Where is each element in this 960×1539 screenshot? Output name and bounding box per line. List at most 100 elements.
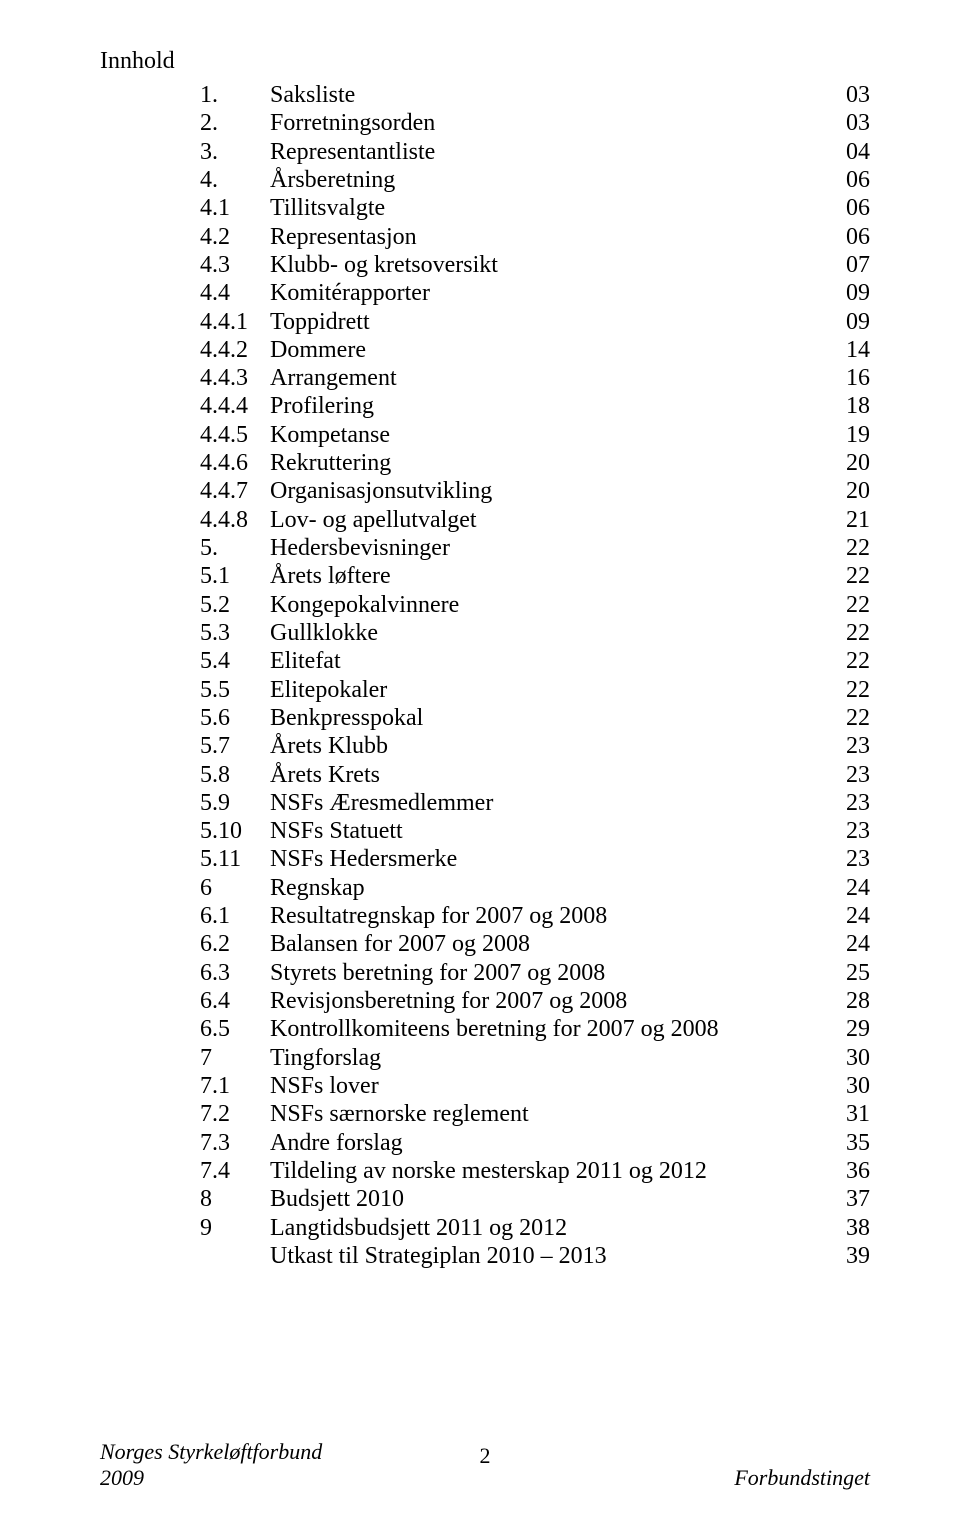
toc-row: 4.4.1Toppidrett09 — [200, 308, 870, 336]
toc-number: 5.11 — [200, 845, 270, 873]
toc-row: 9Langtidsbudsjett 2011 og 201238 — [200, 1214, 870, 1242]
toc-page: 24 — [810, 902, 870, 930]
toc-label: Forretningsorden — [270, 109, 810, 137]
toc-number: 1. — [200, 81, 270, 109]
toc-label: Tillitsvalgte — [270, 194, 810, 222]
toc-number: 4.1 — [200, 194, 270, 222]
toc-label: Elitepokaler — [270, 676, 810, 704]
footer-year: 2009 — [100, 1465, 322, 1491]
toc-page: 38 — [810, 1214, 870, 1242]
toc-label: Regnskap — [270, 874, 810, 902]
toc-page: 03 — [810, 81, 870, 109]
toc-number: 4.4.2 — [200, 336, 270, 364]
toc-page: 22 — [810, 676, 870, 704]
toc-row: 4.4.8Lov- og apellutvalget21 — [200, 506, 870, 534]
toc-page: 23 — [810, 732, 870, 760]
page-footer: Norges Styrkeløftforbund 2009 2 Forbunds… — [100, 1439, 870, 1491]
toc-page: 19 — [810, 421, 870, 449]
toc-page: 28 — [810, 987, 870, 1015]
toc-row: 5.1Årets løftere22 — [200, 562, 870, 590]
toc-page: 18 — [810, 392, 870, 420]
toc-number: 6 — [200, 874, 270, 902]
toc-label: Årets løftere — [270, 562, 810, 590]
toc-number: 8 — [200, 1185, 270, 1213]
toc-row: 7Tingforslag30 — [200, 1044, 870, 1072]
toc-row: 6.3Styrets beretning for 2007 og 200825 — [200, 959, 870, 987]
toc-row: 4.4.3Arrangement16 — [200, 364, 870, 392]
toc-page: 30 — [810, 1044, 870, 1072]
toc-row: 4.4.4Profilering18 — [200, 392, 870, 420]
toc-page: 31 — [810, 1100, 870, 1128]
toc-number: 2. — [200, 109, 270, 137]
toc-label: Tildeling av norske mesterskap 2011 og 2… — [270, 1157, 810, 1185]
toc-label: Andre forslag — [270, 1129, 810, 1157]
toc-page: 36 — [810, 1157, 870, 1185]
toc-number: 4.4.1 — [200, 308, 270, 336]
toc-label: NSFs særnorske reglement — [270, 1100, 810, 1128]
toc-number: 5.2 — [200, 591, 270, 619]
toc-number: 3. — [200, 138, 270, 166]
toc-row: 7.1NSFs lover30 — [200, 1072, 870, 1100]
toc-row: 5.6Benkpresspokal22 — [200, 704, 870, 732]
toc-row: 4.4.7Organisasjonsutvikling20 — [200, 477, 870, 505]
toc-number: 4.4.5 — [200, 421, 270, 449]
toc-number: 6.1 — [200, 902, 270, 930]
toc-row: 6.1Resultatregnskap for 2007 og 200824 — [200, 902, 870, 930]
toc-number: 5.7 — [200, 732, 270, 760]
toc-row: 5.4Elitefat22 — [200, 647, 870, 675]
toc-page: 04 — [810, 138, 870, 166]
toc-page: 16 — [810, 364, 870, 392]
toc-row: 3.Representantliste04 — [200, 138, 870, 166]
toc-page: 22 — [810, 704, 870, 732]
toc-label: Tingforslag — [270, 1044, 810, 1072]
toc-page: 22 — [810, 619, 870, 647]
toc-row: 7.4Tildeling av norske mesterskap 2011 o… — [200, 1157, 870, 1185]
toc-number: 4.4.4 — [200, 392, 270, 420]
toc-row: 6.4Revisjonsberetning for 2007 og 200828 — [200, 987, 870, 1015]
toc-page: 03 — [810, 109, 870, 137]
toc-label: Resultatregnskap for 2007 og 2008 — [270, 902, 810, 930]
toc-page: 23 — [810, 789, 870, 817]
toc-row: 5.Hedersbevisninger22 — [200, 534, 870, 562]
toc-row: 4.4.6Rekruttering20 — [200, 449, 870, 477]
toc-label: NSFs Hedersmerke — [270, 845, 810, 873]
toc-number: 4.4.6 — [200, 449, 270, 477]
page-title: Innhold — [100, 48, 870, 75]
toc-row: 6.2Balansen for 2007 og 200824 — [200, 930, 870, 958]
toc-number: 4.4 — [200, 279, 270, 307]
footer-page-number: 2 — [480, 1443, 491, 1469]
toc-page: 22 — [810, 647, 870, 675]
toc-page: 39 — [810, 1242, 870, 1270]
toc-label: Årets Krets — [270, 761, 810, 789]
toc-row: 7.2NSFs særnorske reglement31 — [200, 1100, 870, 1128]
toc-page: 22 — [810, 591, 870, 619]
toc-page: 22 — [810, 562, 870, 590]
toc-number: 7.4 — [200, 1157, 270, 1185]
toc-label: Budsjett 2010 — [270, 1185, 810, 1213]
toc-label: Toppidrett — [270, 308, 810, 336]
toc-number: 4.4.7 — [200, 477, 270, 505]
toc-number: 4.4.8 — [200, 506, 270, 534]
toc-page: 21 — [810, 506, 870, 534]
toc-row: 5.2Kongepokalvinnere22 — [200, 591, 870, 619]
toc-label: Styrets beretning for 2007 og 2008 — [270, 959, 810, 987]
toc-label: Benkpresspokal — [270, 704, 810, 732]
toc-label: Saksliste — [270, 81, 810, 109]
toc-number: 4. — [200, 166, 270, 194]
toc-number: 6.4 — [200, 987, 270, 1015]
toc-page: 20 — [810, 477, 870, 505]
toc-page: 20 — [810, 449, 870, 477]
toc-label: Representasjon — [270, 223, 810, 251]
toc-label: Klubb- og kretsoversikt — [270, 251, 810, 279]
toc-number: 5. — [200, 534, 270, 562]
toc-number: 5.1 — [200, 562, 270, 590]
toc-number: 5.9 — [200, 789, 270, 817]
toc-page: 14 — [810, 336, 870, 364]
toc-number: 9 — [200, 1214, 270, 1242]
toc-row: 4.Årsberetning06 — [200, 166, 870, 194]
toc-row: Utkast til Strategiplan 2010 – 201339 — [200, 1242, 870, 1270]
toc-row: 8Budsjett 201037 — [200, 1185, 870, 1213]
footer-right: Forbundstinget — [734, 1465, 870, 1491]
toc-number: 4.2 — [200, 223, 270, 251]
toc-row: 4.2Representasjon06 — [200, 223, 870, 251]
